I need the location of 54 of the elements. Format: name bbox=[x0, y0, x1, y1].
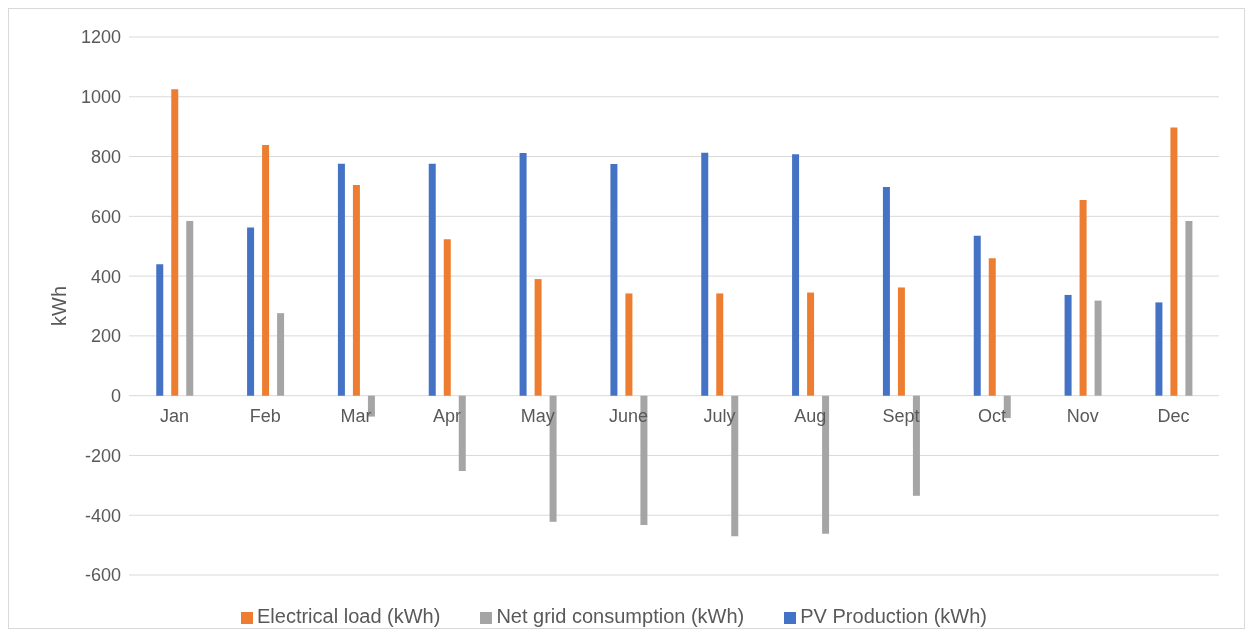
x-tick-label: Sept bbox=[882, 406, 920, 427]
y-tick-label: -200 bbox=[84, 445, 121, 466]
bar bbox=[443, 239, 451, 396]
bar bbox=[262, 144, 270, 396]
bar bbox=[807, 292, 815, 396]
x-tick-label: Apr bbox=[432, 406, 461, 427]
bar bbox=[277, 313, 285, 396]
x-tick-label: June bbox=[609, 406, 649, 427]
y-tick-label: 1000 bbox=[80, 87, 121, 108]
legend-label: Net grid consumption (kWh) bbox=[496, 605, 745, 627]
bar bbox=[897, 287, 905, 396]
y-tick-label: 200 bbox=[90, 326, 121, 347]
y-tick-label: 0 bbox=[110, 386, 121, 407]
bar bbox=[610, 164, 618, 396]
bar bbox=[428, 163, 436, 396]
bar bbox=[1155, 302, 1163, 396]
bar bbox=[186, 221, 194, 396]
bar bbox=[156, 264, 164, 396]
bar bbox=[1094, 300, 1102, 396]
x-tick-label: Oct bbox=[977, 406, 1006, 427]
bar bbox=[534, 279, 542, 396]
x-tick-label: May bbox=[520, 406, 555, 427]
x-tick-label: Mar bbox=[340, 406, 372, 427]
x-tick-label: Feb bbox=[249, 406, 281, 427]
y-tick-label: 800 bbox=[90, 146, 121, 167]
bar bbox=[519, 152, 527, 396]
bar bbox=[1079, 199, 1087, 396]
x-tick-label: Jan bbox=[159, 406, 189, 427]
bar bbox=[701, 152, 709, 396]
bar bbox=[716, 293, 724, 396]
bar bbox=[1064, 294, 1072, 396]
bar bbox=[247, 227, 255, 396]
bar bbox=[973, 235, 981, 396]
bar bbox=[792, 154, 800, 396]
bar bbox=[1170, 127, 1178, 396]
bar bbox=[882, 187, 890, 396]
x-tick-label: Aug bbox=[794, 406, 827, 427]
bar bbox=[337, 163, 345, 396]
bar bbox=[625, 293, 633, 396]
bar bbox=[1185, 221, 1193, 396]
bar bbox=[171, 89, 179, 396]
legend-label: PV Production (kWh) bbox=[800, 605, 987, 627]
x-tick-label: Dec bbox=[1157, 406, 1190, 427]
bar bbox=[988, 258, 996, 396]
y-tick-label: -600 bbox=[84, 565, 121, 586]
x-tick-label: July bbox=[703, 406, 736, 427]
y-tick-label: 400 bbox=[90, 266, 121, 287]
x-tick-label: Nov bbox=[1066, 406, 1099, 427]
legend-label: Electrical load (kWh) bbox=[257, 605, 441, 627]
y-tick-label: 600 bbox=[90, 206, 121, 227]
y-axis-title: kWh bbox=[48, 286, 71, 326]
y-tick-label: -400 bbox=[84, 505, 121, 526]
y-tick-label: 1200 bbox=[80, 27, 121, 48]
bar bbox=[352, 184, 360, 396]
